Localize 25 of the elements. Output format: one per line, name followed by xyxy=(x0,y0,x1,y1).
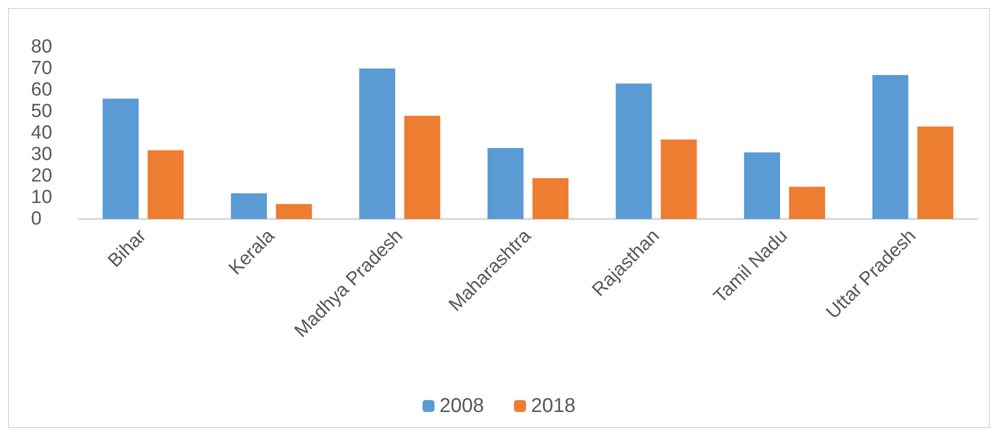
bar xyxy=(404,116,440,219)
y-tick-label: 30 xyxy=(31,144,52,165)
y-tick-label: 10 xyxy=(31,187,52,208)
y-tick-label: 50 xyxy=(31,101,52,122)
bar xyxy=(789,186,826,219)
bar xyxy=(488,148,524,219)
y-tick-label: 70 xyxy=(31,58,52,79)
bar xyxy=(917,126,954,219)
y-tick-label: 60 xyxy=(31,80,52,100)
bar xyxy=(616,84,652,219)
bar xyxy=(102,98,139,219)
bar xyxy=(532,178,568,219)
bar xyxy=(872,74,908,219)
bar xyxy=(359,68,396,219)
bar xyxy=(744,152,780,219)
bar xyxy=(276,204,312,219)
y-tick-label: 80 xyxy=(31,36,52,58)
bar xyxy=(660,139,697,219)
legend-label: 2018 xyxy=(531,395,576,417)
y-tick-label: 20 xyxy=(31,166,52,186)
legend-label: 2008 xyxy=(440,395,484,417)
y-tick-label: 0 xyxy=(31,208,42,230)
bar xyxy=(230,193,267,219)
bar xyxy=(148,150,184,219)
y-tick-label: 40 xyxy=(31,122,52,144)
